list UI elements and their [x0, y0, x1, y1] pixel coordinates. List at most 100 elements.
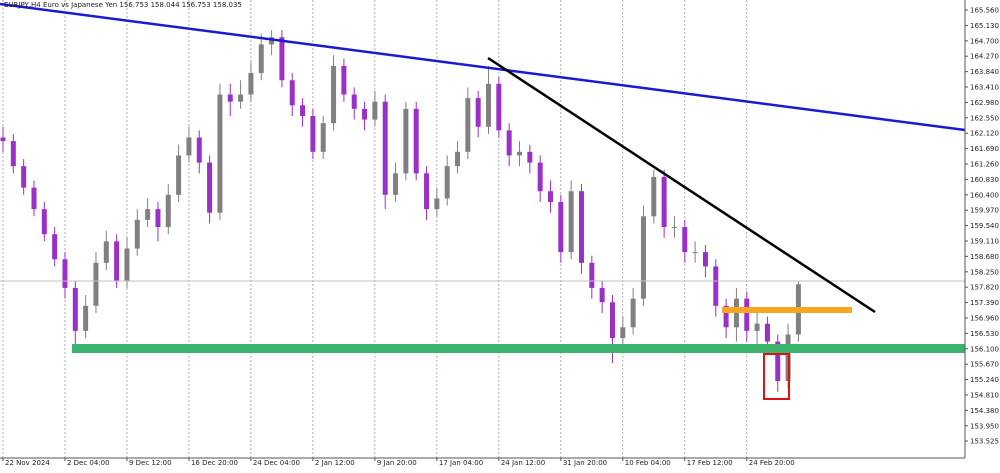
y-tick-label: 164.270 — [970, 53, 999, 61]
candle-body — [382, 101, 388, 195]
candle-body — [83, 305, 89, 331]
candle-body — [775, 341, 781, 382]
x-tick-label: 17 Jan 04:00 — [439, 459, 483, 467]
candle-body — [217, 94, 223, 213]
candle-body — [754, 323, 760, 331]
candle-body — [52, 234, 58, 260]
candle-body — [186, 137, 192, 156]
candle-body — [537, 162, 543, 192]
candle-body — [506, 130, 512, 156]
y-tick-label: 159.970 — [970, 207, 999, 215]
candle-body — [393, 173, 399, 195]
candle-body — [568, 191, 574, 253]
resistance-zone — [722, 307, 852, 313]
candle-body — [351, 94, 357, 109]
candle-body — [434, 198, 440, 210]
candle-body — [455, 151, 461, 167]
candle-body — [527, 151, 533, 163]
y-tick-label: 157.820 — [970, 284, 999, 292]
candle-body — [165, 194, 171, 228]
candle-body — [93, 262, 99, 306]
candle-body — [248, 73, 254, 95]
candle-body — [496, 83, 502, 131]
candle-body — [589, 262, 595, 288]
candle-body — [661, 176, 667, 228]
candle-body — [630, 298, 636, 328]
x-tick-label: 16 Dec 20:00 — [191, 459, 238, 467]
candle-body — [692, 252, 698, 254]
trend-line — [487, 56, 876, 314]
candle-body — [547, 191, 553, 202]
candle-body — [238, 94, 244, 102]
y-tick-label: 156.960 — [970, 314, 999, 322]
y-tick-label: 156.530 — [970, 330, 999, 338]
candle-body — [258, 44, 264, 74]
candle-body — [41, 209, 47, 235]
candle-body — [227, 94, 233, 102]
candle-body — [207, 162, 213, 213]
candle-body — [486, 83, 492, 127]
candle-body — [424, 173, 430, 210]
candle-body — [558, 201, 564, 253]
candle-body — [176, 155, 182, 195]
candle-body — [640, 216, 646, 299]
y-tick-label: 153.525 — [970, 437, 999, 445]
candle-body — [124, 248, 130, 281]
x-tick-label: 10 Feb 04:00 — [625, 459, 671, 467]
y-tick-label: 164.700 — [970, 37, 999, 45]
candle-body — [372, 101, 378, 120]
candle-body — [341, 65, 347, 95]
y-tick-label: 162.550 — [970, 114, 999, 122]
y-tick-label: 161.690 — [970, 145, 999, 153]
y-tick-label: 157.390 — [970, 299, 999, 307]
candle-body — [599, 287, 605, 303]
candle-body — [114, 241, 120, 281]
x-tick-label: 2 Dec 04:00 — [67, 459, 110, 467]
y-tick-label: 159.540 — [970, 222, 999, 230]
candle-body — [465, 98, 471, 152]
candle-body — [289, 80, 295, 106]
candle-body — [310, 116, 316, 152]
y-tick-label: 153.950 — [970, 422, 999, 430]
x-tick-label: 22 Nov 2024 — [5, 459, 50, 467]
x-tick-label: 24 Feb 20:00 — [749, 459, 795, 467]
candle-body — [134, 219, 140, 249]
candle-body — [72, 287, 78, 331]
candle-body — [21, 166, 27, 188]
candle-body — [103, 241, 109, 263]
candle-body — [651, 176, 657, 217]
highlight-box — [763, 353, 790, 400]
x-tick-label: 17 Feb 12:00 — [687, 459, 733, 467]
y-tick-label: 156.100 — [970, 345, 999, 353]
x-tick-label: 9 Jan 20:00 — [377, 459, 417, 467]
candle-body — [744, 298, 750, 331]
candle-body — [475, 98, 481, 127]
candle-body — [671, 227, 677, 229]
candle-body — [444, 166, 450, 199]
x-tick-label: 2 Jan 12:00 — [315, 459, 355, 467]
candle-body — [682, 227, 688, 253]
y-tick-label: 161.260 — [970, 161, 999, 169]
y-tick-label: 163.840 — [970, 68, 999, 76]
candle-body — [269, 37, 275, 45]
support-zone — [72, 344, 965, 353]
candle-body — [578, 191, 584, 263]
candle-body — [764, 323, 770, 342]
candle-body — [702, 252, 708, 267]
candle-body — [403, 108, 409, 174]
candle-body — [145, 209, 151, 220]
y-tick-label: 160.400 — [970, 191, 999, 199]
x-tick-label: 24 Dec 04:00 — [253, 459, 300, 467]
y-tick-label: 162.980 — [970, 99, 999, 107]
y-tick-label: 162.120 — [970, 130, 999, 138]
y-tick-label: 163.410 — [970, 84, 999, 92]
x-tick-label: 24 Jan 12:00 — [501, 459, 545, 467]
candle-body — [62, 259, 68, 288]
candle-body — [10, 141, 16, 167]
candle-body — [331, 65, 337, 124]
trend-line — [0, 2, 966, 132]
y-tick-label: 158.680 — [970, 253, 999, 261]
candle-body — [155, 209, 161, 228]
y-tick-label: 154.380 — [970, 407, 999, 415]
